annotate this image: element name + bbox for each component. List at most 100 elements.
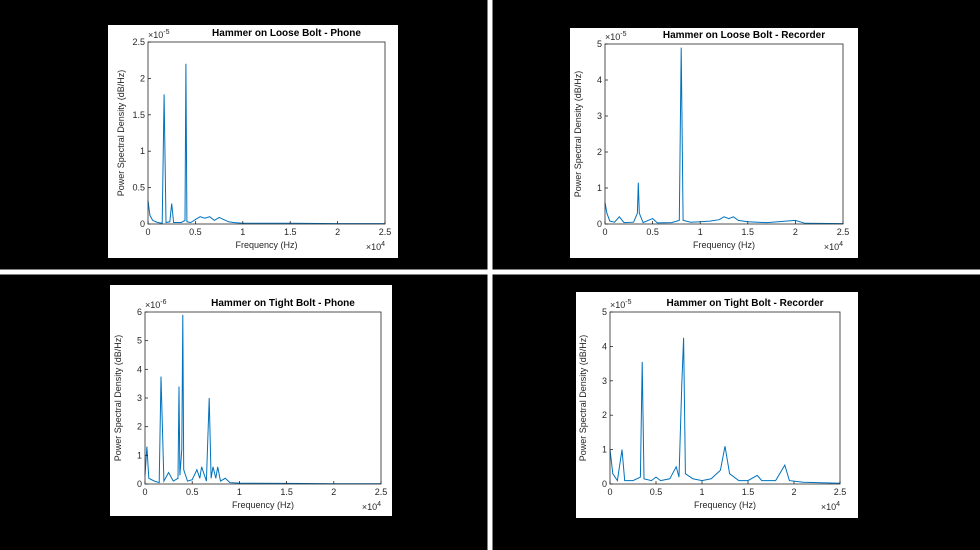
chart-panel: 0 0.5 1 1.5 2 2.5 0 1 2 3 4 5 6 Hammer on Tight Bolt … bbox=[110, 285, 392, 516]
y-tick-label: 1 bbox=[597, 183, 602, 193]
multiplier-base: ×10 bbox=[362, 502, 377, 512]
x-tick-label: 1.5 bbox=[742, 487, 755, 497]
y-tick-label: 2 bbox=[597, 147, 602, 157]
x-tick-label: 0 bbox=[607, 487, 612, 497]
multiplier-exponent: 4 bbox=[836, 501, 840, 508]
x-tick-label: 0.5 bbox=[189, 227, 202, 237]
x-tick-label: 1 bbox=[240, 227, 245, 237]
x-tick-label: 1.5 bbox=[742, 227, 755, 237]
panel-background bbox=[570, 28, 858, 258]
x-axis-label: Frequency (Hz) bbox=[693, 240, 755, 250]
multiplier-base: ×10 bbox=[148, 30, 163, 40]
y-axis-label: Power Spectral Density (dB/Hz) bbox=[578, 335, 588, 462]
y-tick-label: 1 bbox=[140, 146, 145, 156]
x-tick-label: 0 bbox=[145, 227, 150, 237]
multiplier-exponent: 4 bbox=[839, 241, 843, 248]
axis-multiplier: ×10-5 bbox=[605, 31, 627, 42]
x-axis-label: Frequency (Hz) bbox=[694, 500, 756, 510]
psd-line bbox=[144, 314, 381, 485]
x-tick-label: 2.5 bbox=[375, 487, 388, 497]
x-tick-label: 2.5 bbox=[379, 227, 392, 237]
x-tick-label: 0 bbox=[602, 227, 607, 237]
psd-line bbox=[147, 63, 385, 225]
axis-multiplier: ×104 bbox=[366, 241, 385, 252]
chart-title: Hammer on Tight Bolt - Recorder bbox=[666, 298, 823, 309]
y-tick-label: 2 bbox=[140, 73, 145, 83]
multiplier-exponent: -5 bbox=[625, 299, 631, 306]
y-axis-label: Power Spectral Density (dB/Hz) bbox=[573, 71, 583, 198]
x-tick-label: 2 bbox=[791, 487, 796, 497]
multiplier-exponent: -5 bbox=[620, 31, 626, 38]
axis-multiplier: ×10-5 bbox=[610, 299, 632, 310]
y-tick-label: 0.5 bbox=[132, 183, 145, 193]
panel-background bbox=[576, 292, 858, 518]
panel-background bbox=[110, 285, 392, 516]
y-tick-label: 6 bbox=[137, 307, 142, 317]
x-tick-label: 0.5 bbox=[646, 227, 659, 237]
multiplier-exponent: -6 bbox=[160, 299, 166, 306]
x-tick-label: 2 bbox=[793, 227, 798, 237]
y-tick-label: 2 bbox=[602, 410, 607, 420]
x-tick-label: 0 bbox=[142, 487, 147, 497]
chart-panel: 0 0.5 1 1.5 2 2.5 0 0.5 1 1.5 2 2.5 Hammer on Loose … bbox=[108, 25, 398, 258]
axes-box bbox=[609, 311, 841, 485]
chart-title: Hammer on Tight Bolt - Phone bbox=[211, 298, 355, 309]
y-tick-label: 3 bbox=[602, 376, 607, 386]
x-tick-label: 2 bbox=[335, 227, 340, 237]
chart-title: Hammer on Loose Bolt - Recorder bbox=[663, 30, 825, 41]
multiplier-base: ×10 bbox=[605, 32, 620, 42]
multiplier-base: ×10 bbox=[821, 502, 836, 512]
panel-background bbox=[108, 25, 398, 258]
y-tick-label: 4 bbox=[597, 75, 602, 85]
chart-panel: 0 0.5 1 1.5 2 2.5 0 1 2 3 4 5 Hammer on Tight Bolt -… bbox=[576, 292, 858, 518]
axis-multiplier: ×104 bbox=[824, 241, 843, 252]
y-tick-label: 5 bbox=[602, 307, 607, 317]
x-tick-label: 1.5 bbox=[284, 227, 297, 237]
axis-multiplier: ×104 bbox=[362, 501, 381, 512]
y-tick-label: 2 bbox=[137, 422, 142, 432]
y-tick-label: 4 bbox=[602, 341, 607, 351]
x-tick-label: 1 bbox=[237, 487, 242, 497]
chart-panel: 0 0.5 1 1.5 2 2.5 0 1 2 3 4 5 Hammer on Loose Bolt -… bbox=[570, 28, 858, 258]
x-tick-label: 2.5 bbox=[837, 227, 850, 237]
y-axis-label: Power Spectral Density (dB/Hz) bbox=[116, 70, 126, 197]
y-axis-label: Power Spectral Density (dB/Hz) bbox=[113, 335, 123, 462]
y-tick-label: 3 bbox=[597, 111, 602, 121]
y-tick-label: 1 bbox=[137, 450, 142, 460]
x-tick-label: 0.5 bbox=[650, 487, 663, 497]
y-tick-label: 0 bbox=[602, 479, 607, 489]
multiplier-base: ×10 bbox=[366, 242, 381, 252]
axis-multiplier: ×104 bbox=[821, 501, 840, 512]
y-tick-label: 5 bbox=[137, 336, 142, 346]
y-tick-label: 5 bbox=[597, 39, 602, 49]
chart-title: Hammer on Loose Bolt - Phone bbox=[212, 28, 361, 39]
y-tick-label: 2.5 bbox=[132, 37, 145, 47]
y-tick-label: 3 bbox=[137, 393, 142, 403]
multiplier-exponent: -5 bbox=[163, 29, 169, 36]
psd-line bbox=[609, 337, 841, 484]
y-tick-label: 0 bbox=[140, 219, 145, 229]
y-tick-label: 0 bbox=[137, 479, 142, 489]
y-tick-label: 1.5 bbox=[132, 110, 145, 120]
multiplier-exponent: 4 bbox=[377, 501, 381, 508]
y-tick-label: 4 bbox=[137, 364, 142, 374]
x-tick-label: 0.5 bbox=[186, 487, 199, 497]
x-axis-label: Frequency (Hz) bbox=[232, 500, 294, 510]
x-tick-label: 1 bbox=[698, 227, 703, 237]
axis-multiplier: ×10-6 bbox=[145, 299, 167, 310]
x-tick-label: 1 bbox=[699, 487, 704, 497]
multiplier-base: ×10 bbox=[145, 300, 160, 310]
x-tick-label: 2.5 bbox=[834, 487, 847, 497]
x-tick-label: 2 bbox=[331, 487, 336, 497]
psd-line bbox=[604, 47, 844, 225]
multiplier-base: ×10 bbox=[610, 300, 625, 310]
x-tick-label: 1.5 bbox=[280, 487, 293, 497]
axes-box bbox=[604, 43, 844, 225]
axis-multiplier: ×10-5 bbox=[148, 29, 170, 40]
y-tick-label: 1 bbox=[602, 445, 607, 455]
axes-box bbox=[147, 41, 386, 225]
y-tick-label: 0 bbox=[597, 219, 602, 229]
multiplier-base: ×10 bbox=[824, 242, 839, 252]
x-axis-label: Frequency (Hz) bbox=[235, 240, 297, 250]
